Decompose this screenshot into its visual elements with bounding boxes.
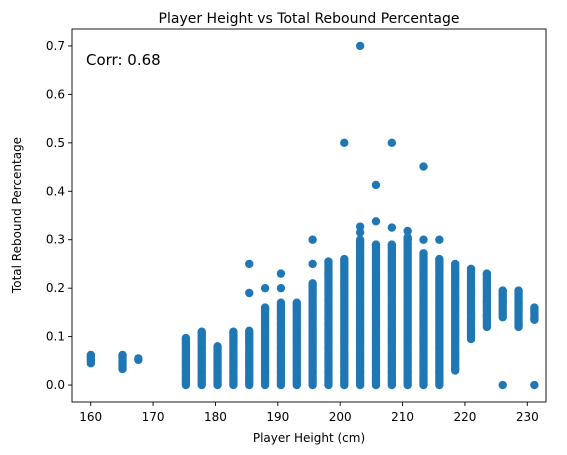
data-point (387, 223, 397, 232)
data-point (530, 315, 539, 324)
data-point (340, 254, 349, 264)
x-tick-label: 160 (79, 410, 102, 424)
data-point (324, 269, 333, 278)
data-point (371, 240, 381, 249)
x-tick-label: 230 (516, 410, 539, 424)
data-point (355, 41, 365, 51)
data-point (466, 309, 476, 318)
data-point (355, 222, 365, 231)
data-point (435, 254, 444, 264)
data-point (276, 298, 286, 307)
data-point (498, 380, 507, 390)
data-point (308, 235, 317, 244)
x-axis: 160 170 180 190 200 210 220 230 (79, 402, 539, 424)
x-tick-label: 200 (329, 410, 352, 424)
data-point (450, 364, 460, 374)
data-point (387, 138, 397, 148)
x-axis-label: Player Height (cm) (253, 431, 365, 445)
data-point (514, 286, 523, 295)
data-point (134, 354, 143, 363)
data-point (403, 235, 412, 244)
data-point (308, 259, 317, 269)
data-point (86, 350, 96, 360)
data-point (276, 283, 286, 293)
data-point (530, 380, 539, 390)
y-axis-label: Total Rebound Percentage (10, 137, 24, 294)
data-point (514, 320, 523, 329)
data-point (181, 333, 191, 343)
correlation-annotation: Corr: 0.68 (86, 51, 161, 69)
data-point (324, 257, 333, 266)
data-point (498, 286, 507, 295)
data-point (213, 342, 222, 351)
y-tick-label: 0.6 (46, 87, 65, 101)
y-tick-label: 0.0 (46, 378, 65, 392)
data-point (498, 297, 507, 306)
data-point (229, 327, 238, 336)
chart-title: Player Height vs Total Rebound Percentag… (159, 11, 460, 27)
y-tick-label: 0.3 (46, 233, 65, 247)
data-point (514, 298, 523, 307)
plot-area-frame (71, 28, 547, 403)
data-point (197, 327, 206, 336)
y-tick-label: 0.4 (46, 184, 65, 198)
data-point (530, 303, 539, 312)
data-point (260, 304, 270, 313)
data-point (482, 269, 492, 278)
data-point (292, 298, 301, 307)
data-point (419, 235, 428, 244)
data-point (355, 235, 365, 244)
x-tick-label: 220 (453, 410, 476, 424)
y-tick-label: 0.5 (46, 136, 65, 150)
data-point (450, 259, 460, 269)
data-point (340, 138, 349, 148)
data-point (276, 269, 286, 278)
data-point (387, 240, 397, 249)
y-tick-label: 0.1 (46, 330, 65, 344)
data-point (355, 228, 365, 237)
data-point (245, 288, 254, 298)
data-point (419, 249, 428, 258)
data-point (245, 259, 254, 269)
x-tick-label: 210 (391, 410, 414, 424)
data-point (260, 283, 270, 293)
y-tick-label: 0.2 (46, 281, 65, 295)
data-point (403, 226, 412, 236)
data-point (371, 217, 381, 226)
data-point (308, 279, 317, 288)
data-point (482, 297, 492, 306)
x-tick-label: 170 (142, 410, 165, 424)
y-tick-label: 0.7 (46, 39, 65, 53)
data-point (482, 311, 492, 320)
data-point (118, 350, 127, 360)
data-point (245, 326, 254, 335)
data-point (466, 264, 476, 273)
data-point (435, 235, 444, 244)
x-tick-label: 190 (266, 410, 289, 424)
y-axis: 0.0 0.1 0.2 0.3 0.4 0.5 0.6 0.7 (46, 39, 72, 392)
data-point (371, 180, 381, 190)
x-tick-label: 180 (204, 410, 227, 424)
data-point (419, 162, 428, 171)
data-points-layer (86, 41, 539, 390)
